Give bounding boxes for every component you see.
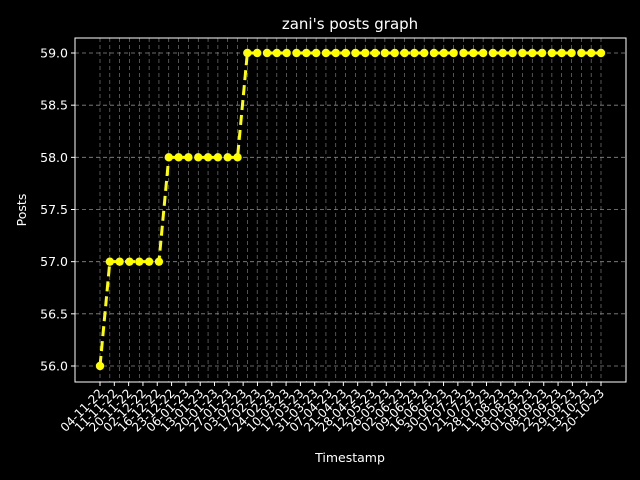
x-axis: 04-11-2211-11-2220-11-2202-12-2216-12-22… xyxy=(58,382,607,435)
data-point xyxy=(498,48,507,58)
data-point xyxy=(115,257,124,266)
data-point xyxy=(449,48,458,58)
data-point xyxy=(311,48,321,58)
data-point xyxy=(488,48,498,58)
data-point xyxy=(567,48,576,58)
data-point xyxy=(203,153,213,162)
data-point xyxy=(370,48,380,58)
data-point xyxy=(184,153,193,162)
data-point xyxy=(410,48,419,58)
series-markers xyxy=(95,48,606,371)
data-point xyxy=(419,48,429,58)
y-tick-label: 59.0 xyxy=(40,46,68,61)
data-point xyxy=(331,48,340,58)
data-point xyxy=(380,48,390,58)
data-point xyxy=(282,48,291,58)
data-point xyxy=(341,48,350,58)
data-point xyxy=(213,153,223,162)
data-point xyxy=(528,48,537,58)
data-point xyxy=(429,48,439,58)
data-point xyxy=(508,48,517,58)
data-point xyxy=(233,153,242,162)
data-point xyxy=(95,361,105,371)
y-tick-label: 56.5 xyxy=(40,306,68,321)
data-point xyxy=(144,257,154,266)
y-tick-label: 56.0 xyxy=(40,359,68,374)
data-point xyxy=(223,153,232,162)
data-point xyxy=(459,48,468,58)
y-axis: 56.0 56.5 57.0 57.5 58.0 58.5 59.0 xyxy=(40,46,75,374)
data-point xyxy=(243,48,252,58)
series-line xyxy=(98,51,601,367)
data-point xyxy=(547,48,557,58)
data-point xyxy=(400,48,409,58)
data-point xyxy=(154,257,164,266)
data-point xyxy=(125,257,134,266)
y-tick-label: 57.0 xyxy=(40,254,68,269)
data-point xyxy=(164,153,173,162)
data-point xyxy=(390,48,399,58)
data-point xyxy=(135,257,144,266)
data-point xyxy=(537,48,547,58)
data-point xyxy=(478,48,488,58)
data-point xyxy=(351,48,360,58)
data-point xyxy=(272,48,282,58)
data-point xyxy=(262,48,272,58)
y-tick-label: 57.5 xyxy=(40,202,68,217)
data-point xyxy=(518,48,527,58)
chart-title: zani's posts graph xyxy=(282,15,418,33)
data-point xyxy=(577,48,586,58)
data-point xyxy=(596,48,606,58)
data-point xyxy=(361,48,370,58)
y-tick-label: 58.5 xyxy=(40,98,68,113)
data-point xyxy=(194,153,203,162)
data-point xyxy=(586,48,596,58)
data-point xyxy=(302,48,311,58)
data-point xyxy=(557,48,566,58)
x-axis-label: Timestamp xyxy=(314,450,385,465)
data-point xyxy=(105,257,115,266)
data-point xyxy=(439,48,449,58)
data-point xyxy=(469,48,478,58)
data-point xyxy=(252,48,262,58)
data-point xyxy=(321,48,331,58)
grid xyxy=(75,38,626,382)
y-tick-label: 58.0 xyxy=(40,150,68,165)
y-axis-label: Posts xyxy=(14,194,29,227)
data-point xyxy=(292,48,301,58)
data-point xyxy=(174,153,183,162)
